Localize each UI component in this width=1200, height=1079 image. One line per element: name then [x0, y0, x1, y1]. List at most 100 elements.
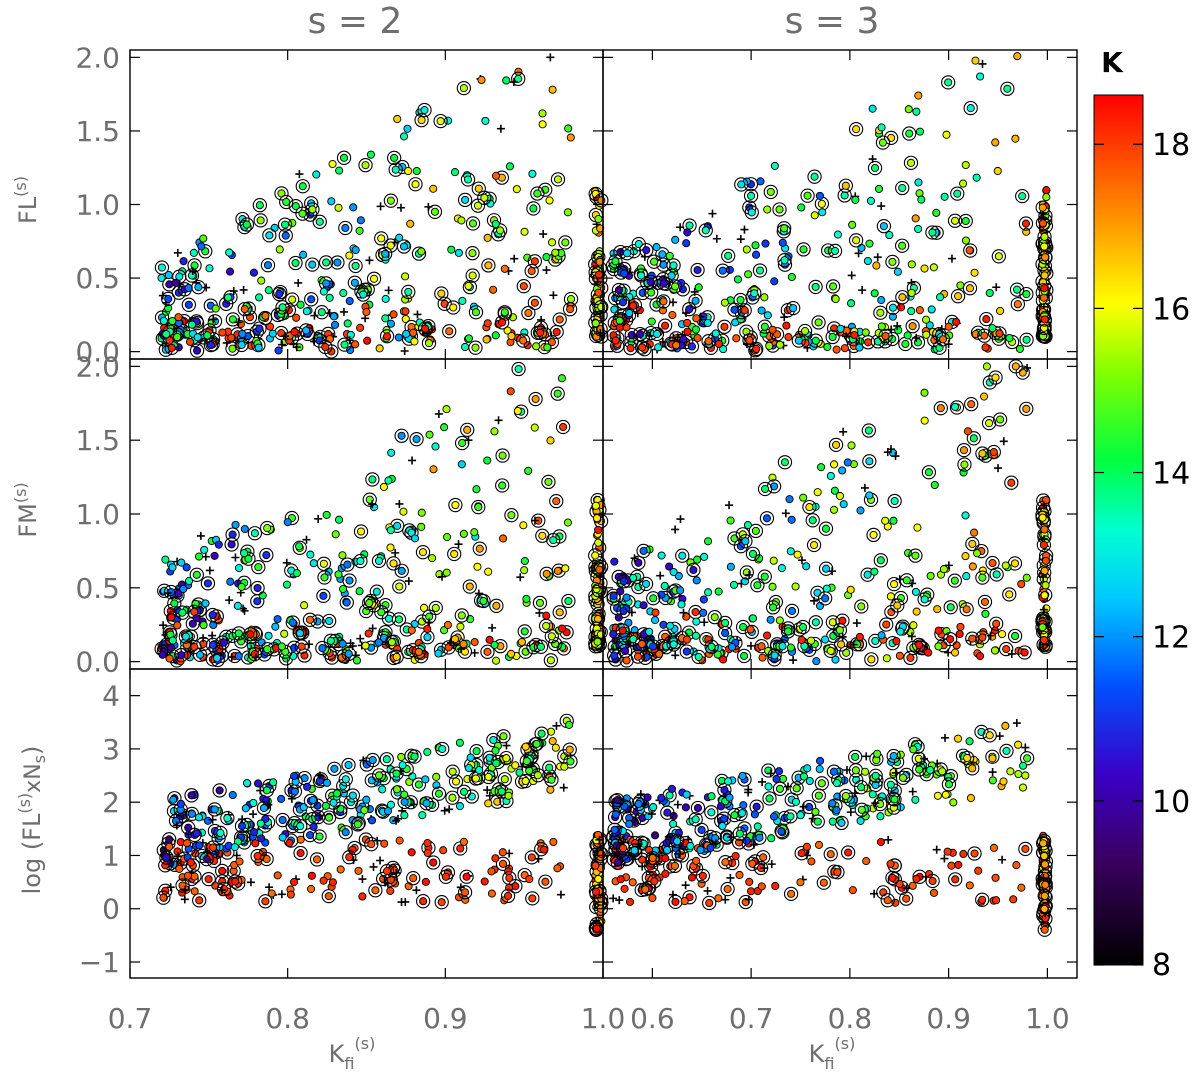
data-point — [340, 340, 349, 349]
data-point — [768, 325, 777, 334]
data-point — [1040, 925, 1049, 934]
data-point-ring — [231, 626, 246, 641]
data-point — [867, 655, 876, 664]
data-point — [479, 596, 488, 606]
data-point-ring — [275, 300, 290, 315]
data-point — [223, 814, 232, 823]
data-point-plus — [789, 656, 798, 665]
data-point — [933, 791, 942, 800]
data-point-ring — [305, 202, 320, 217]
data-point — [874, 184, 884, 193]
data-point — [464, 334, 473, 343]
data-point — [852, 236, 861, 245]
data-point — [915, 127, 925, 136]
data-point — [157, 263, 166, 272]
data-point — [760, 293, 769, 302]
data-point — [657, 793, 666, 803]
data-point — [367, 840, 376, 849]
data-point-ring — [295, 206, 310, 221]
data-point — [829, 282, 838, 291]
data-point — [395, 836, 404, 845]
data-point — [399, 242, 409, 251]
data-point-ring — [539, 566, 554, 581]
data-point-ring — [532, 595, 548, 611]
data-point — [980, 331, 989, 340]
data-point — [716, 802, 725, 811]
data-point — [871, 771, 880, 780]
xlabel-s3: Kfi(s) — [809, 1034, 856, 1073]
data-point — [225, 248, 234, 257]
data-point-ring — [656, 294, 671, 309]
data-point — [611, 810, 620, 819]
data-point — [865, 457, 874, 466]
data-point — [194, 552, 204, 561]
data-point — [685, 305, 694, 314]
data-point — [429, 465, 438, 474]
data-point — [772, 774, 781, 784]
data-point — [642, 246, 651, 255]
data-point-plus — [488, 623, 497, 632]
data-point — [971, 56, 980, 65]
data-point-ring — [619, 246, 635, 261]
data-point — [459, 640, 468, 649]
data-point-plus — [400, 347, 409, 356]
data-point — [211, 304, 220, 313]
y-tick-label: 0.0 — [75, 646, 120, 679]
data-point-plus — [947, 254, 956, 263]
data-point — [451, 777, 461, 786]
data-point-plus — [944, 340, 953, 349]
data-point — [371, 886, 380, 895]
data-point — [491, 171, 501, 180]
data-point — [549, 536, 558, 545]
data-point — [882, 654, 891, 663]
data-point — [484, 567, 493, 576]
data-point — [303, 782, 312, 791]
data-point — [410, 534, 420, 543]
data-point-ring — [322, 645, 337, 661]
data-point — [424, 339, 434, 348]
data-point — [766, 615, 775, 624]
data-point — [566, 305, 575, 314]
data-point — [345, 853, 354, 862]
data-point — [651, 608, 660, 617]
data-point — [524, 466, 533, 475]
data-point — [461, 195, 470, 204]
data-point-ring — [295, 179, 310, 194]
data-point — [920, 388, 929, 397]
data-point-plus — [884, 835, 893, 844]
data-point — [965, 246, 974, 255]
data-point — [502, 76, 511, 85]
data-point — [808, 516, 817, 525]
data-point — [473, 562, 482, 571]
data-point — [678, 551, 687, 560]
data-point — [831, 294, 840, 304]
data-point-ring — [462, 579, 477, 594]
data-point — [908, 322, 917, 331]
data-point — [527, 267, 536, 276]
data-point — [308, 205, 317, 214]
data-point — [535, 598, 545, 607]
data-point-ring — [811, 315, 826, 330]
data-point — [895, 879, 904, 889]
data-point-plus — [345, 336, 354, 345]
data-point — [296, 300, 305, 309]
data-point — [348, 791, 357, 800]
data-point-ring — [839, 645, 854, 660]
data-point — [729, 580, 739, 589]
data-point — [829, 505, 839, 514]
data-point — [214, 540, 223, 549]
data-point-ring — [1035, 216, 1051, 231]
data-point — [699, 608, 708, 617]
data-point-ring — [260, 520, 275, 536]
data-point — [906, 158, 916, 167]
data-point — [458, 439, 467, 448]
data-point-ring — [274, 186, 289, 201]
data-point — [693, 265, 702, 275]
data-point — [212, 653, 222, 663]
data-point — [365, 598, 374, 608]
data-point — [399, 132, 409, 141]
data-point-plus — [703, 886, 712, 895]
data-point — [862, 857, 871, 866]
data-point — [305, 615, 315, 624]
data-point-ring — [795, 619, 811, 635]
